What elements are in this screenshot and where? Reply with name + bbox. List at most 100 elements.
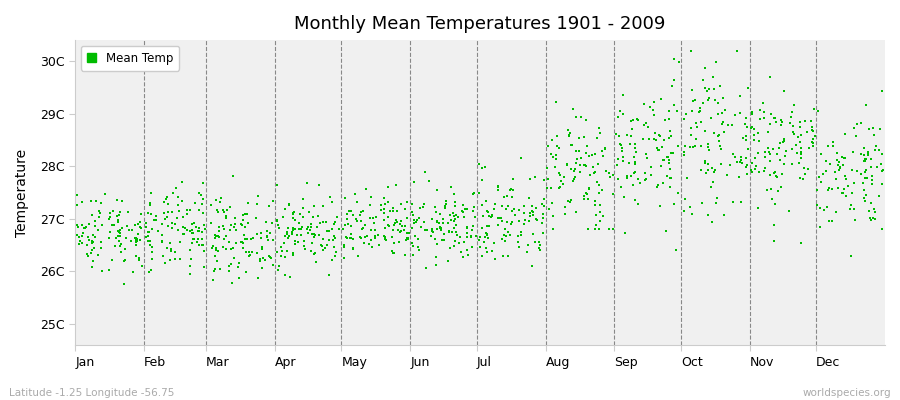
Point [550,142,564,149]
Point [439,198,454,204]
Point [128,222,142,228]
Point [581,186,596,192]
Point [266,197,280,204]
Point [747,126,761,132]
Point [302,227,317,233]
Point [168,249,183,255]
Point [478,163,492,170]
Point [833,164,848,170]
Point [379,237,393,243]
Point [388,182,402,189]
Point [117,258,131,264]
Point [688,120,703,126]
Point [678,196,692,202]
Point [192,206,206,213]
Point [203,220,218,226]
Point [253,256,267,262]
Point [194,228,209,235]
Point [417,218,431,225]
Point [840,193,854,199]
Point [564,166,579,172]
Point [382,223,396,230]
Point [481,209,495,215]
Point [211,248,225,254]
Point [194,201,209,207]
Point [338,195,352,201]
Point [662,116,676,122]
Point [835,190,850,196]
Point [377,195,392,201]
Point [702,95,716,102]
Point [205,243,220,249]
Point [793,119,807,126]
Point [663,175,678,181]
Point [94,268,109,274]
Point [477,234,491,240]
Point [413,205,428,212]
Point [313,242,328,248]
Point [260,228,274,234]
Point [216,207,230,213]
Point [700,140,715,147]
Point [735,135,750,141]
Point [236,244,250,251]
Point [187,200,202,206]
Point [274,248,289,254]
Point [595,148,609,154]
Point [412,215,427,221]
Point [363,215,377,222]
Point [288,216,302,223]
Point [464,234,479,240]
Point [624,173,638,179]
Point [794,155,808,161]
Point [171,202,185,208]
Point [676,207,690,214]
Point [718,106,733,113]
Point [684,48,698,54]
Point [453,234,467,240]
Point [285,211,300,217]
Point [483,214,498,220]
Point [854,151,868,157]
Point [474,224,489,231]
Point [832,158,847,165]
Point [72,241,86,247]
Point [828,168,842,175]
Point [80,251,94,257]
Point [184,256,198,262]
Point [145,256,159,262]
Point [322,271,337,278]
Point [865,173,879,179]
Point [316,247,330,254]
Point [429,241,444,247]
Point [863,200,878,206]
Point [280,230,294,237]
Point [414,224,428,230]
Point [856,180,870,186]
Point [744,125,759,131]
Point [86,240,100,246]
Point [80,242,94,248]
Point [501,229,516,235]
Point [580,226,595,232]
Point [226,244,240,251]
Point [505,193,519,200]
Point [695,200,709,207]
Point [797,170,812,177]
Point [219,215,233,221]
Point [429,218,444,224]
Point [90,252,104,258]
Point [495,218,509,224]
Point [766,146,780,152]
Point [829,176,843,182]
Point [104,222,119,228]
Point [157,210,171,216]
Point [446,225,461,232]
Point [160,201,175,207]
Point [103,216,117,222]
Point [288,226,302,232]
Point [354,218,368,224]
Point [504,219,518,226]
Point [407,179,421,186]
Point [249,231,264,237]
